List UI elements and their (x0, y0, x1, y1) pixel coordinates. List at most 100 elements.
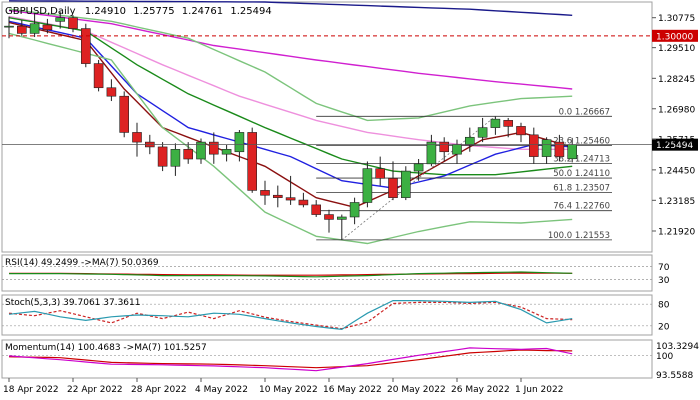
stoch-title: Stoch(5,3,3) 39.7061 37.3611 (5, 298, 140, 308)
candle-body-bullish (336, 216, 347, 220)
candle-body-bearish (183, 149, 193, 160)
date-tick-label: 28 Apr 2022 (131, 385, 187, 395)
fibonacci-levels: 0.0 1.26667 23.6 1.25460 38.2 1.24713 50.0 … (316, 107, 612, 241)
moving-average-line (8, 0, 573, 16)
price-tick-label: 1.29510 (658, 44, 695, 54)
candle-body-bearish (554, 141, 565, 157)
stoch-panel: Stoch(5,3,3) 39.7061 37.3611 80 20 (1, 294, 670, 336)
fib-level-label: 0.0 1.26667 (559, 107, 610, 117)
candle-body-bearish (324, 214, 334, 220)
candle-body-bullish (400, 170, 411, 198)
candle-body-bullish (464, 136, 475, 145)
candle-body-bullish (362, 168, 373, 203)
date-tick-label: 26 May 2022 (451, 385, 510, 395)
candle-body-bearish (93, 63, 104, 89)
rsi-lines (2, 266, 652, 280)
candle-body-bearish (298, 199, 309, 206)
moving-average-line (8, 8, 573, 122)
ohlc-open: 1.24910 (85, 6, 126, 17)
momentum-tick-label: 93.5588 (656, 371, 693, 381)
price-tick-label: 1.28245 (658, 75, 695, 85)
candle-body-bearish (209, 141, 219, 155)
last-price-tag (652, 138, 698, 151)
price-tick-label: 1.30775 (658, 14, 695, 24)
candle-body-bullish (426, 141, 437, 165)
date-tick-label: 4 May 2022 (195, 385, 248, 395)
momentum-series-line (8, 349, 573, 369)
rsi-tick-label: 30 (658, 276, 670, 286)
moving-average-line (8, 9, 573, 90)
candle-body-bullish (541, 139, 552, 157)
candle-body-bullish (234, 132, 245, 153)
candle-body-bearish (388, 178, 398, 198)
date-tick-label: 16 May 2022 (323, 385, 382, 395)
date-tick-label: 10 May 2022 (259, 385, 318, 395)
candle-body-bearish (516, 126, 526, 136)
candle-body-bullish (349, 202, 360, 218)
stoch-tick-label: 80 (658, 301, 670, 311)
date-tick-label: 18 Apr 2022 (3, 385, 59, 395)
stoch-tick-label: 20 (658, 322, 670, 332)
stoch-series-line (8, 301, 573, 330)
candle-body-bearish (285, 197, 296, 201)
candle-body-bearish (247, 132, 257, 191)
price-axis: 1.30775 1.29510 1.28245 1.26980 1.25715 1.244… (652, 14, 695, 237)
candle-body-bullish (170, 149, 181, 167)
candle-body-bearish (16, 25, 27, 34)
candle-body-bearish (503, 120, 514, 127)
rsi-title: RSI(14) 49.2499 ->MA(7) 50.0369 (5, 258, 159, 268)
momentum-series-line (8, 347, 573, 372)
candle-body-bullish (452, 144, 462, 155)
moving-average-line (8, 15, 573, 151)
candle-body-bearish (260, 190, 270, 196)
candle-body-bearish (68, 17, 78, 29)
price-tick-label: 1.24450 (658, 166, 695, 176)
date-tick-label: 20 May 2022 (387, 385, 446, 395)
fib-level-label: 100.0 1.21553 (548, 231, 610, 241)
ohlc-close: 1.25494 (230, 6, 271, 17)
moving-average-line (8, 32, 573, 245)
momentum-panel-frame (1, 339, 653, 379)
candle-body-bearish (439, 141, 450, 153)
candle-body-bullish (196, 141, 206, 160)
ohlc-high: 1.25775 (133, 6, 174, 17)
price-tick-label: 1.26980 (658, 105, 695, 115)
candle-body-bullish (477, 127, 488, 138)
candle-body-bearish (119, 95, 129, 133)
price-tick-label: 1.23185 (658, 197, 695, 207)
momentum-panel: Momentum(14) 100.4683 ->MA(7) 101.5257 1… (1, 339, 699, 381)
momentum-lines (2, 347, 652, 372)
candle-body-bullish (29, 23, 40, 34)
moving-average-line (8, 20, 573, 189)
momentum-tick-label: 100 (656, 352, 673, 362)
price-tick-label: 1.21920 (658, 227, 695, 237)
candle-body-bearish (528, 134, 539, 157)
candle-body-bullish (4, 25, 14, 28)
candle-body-bearish (375, 168, 386, 179)
price-tick-label: 1.25715 (658, 136, 695, 146)
fib-level-label: 50.0 1.24110 (553, 169, 610, 179)
stoch-series-line (8, 300, 573, 331)
candle-body-bearish (132, 132, 142, 143)
candle-body-bullish (490, 118, 501, 128)
date-tick-label: 22 Apr 2022 (67, 385, 123, 395)
ohlc-low: 1.24761 (182, 6, 223, 17)
candle-body-bullish (413, 163, 424, 172)
chart-title: GBPUSD,Daily 1.24910 1.25775 1.24761 1.2… (5, 6, 272, 17)
fib-level-label: 23.6 1.25460 (553, 136, 610, 146)
candle-body-bullish (567, 144, 578, 160)
date-axis: 18 Apr 2022 22 Apr 2022 28 Apr 2022 4 May 2… (3, 378, 563, 395)
candle-body-bullish (55, 17, 66, 22)
fib-level-label: 61.8 1.23507 (553, 184, 610, 194)
price-panel: 0.0 1.26667 23.6 1.25460 38.2 1.24713 50.0 … (1, 0, 698, 253)
candlesticks (4, 11, 578, 240)
resistance-price-label: 1.30000 (656, 32, 693, 42)
rsi-tick-label: 70 (658, 263, 670, 273)
candle-body-bearish (272, 194, 283, 198)
stoch-lines (2, 300, 652, 331)
stoch-axis: 80 20 (658, 301, 670, 333)
